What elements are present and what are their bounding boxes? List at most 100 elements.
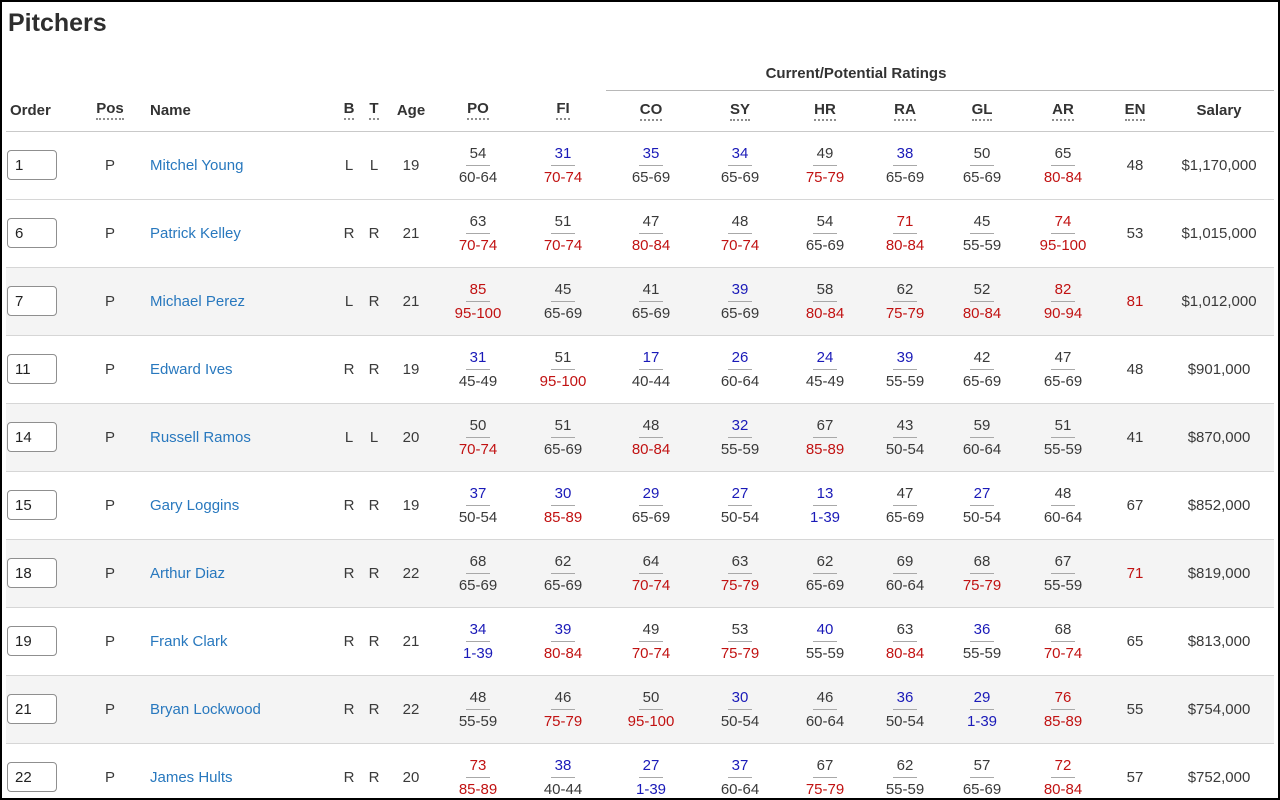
bats-cell: R bbox=[336, 471, 362, 540]
order-input[interactable] bbox=[7, 626, 57, 656]
column-header-salary[interactable]: Salary bbox=[1164, 90, 1275, 132]
current-rating: 30 bbox=[728, 689, 752, 710]
throws-cell: R bbox=[362, 471, 386, 540]
current-rating: 74 bbox=[1051, 213, 1075, 234]
player-name-link[interactable]: Mitchel Young bbox=[150, 156, 244, 174]
potential-rating: 65-69 bbox=[805, 236, 845, 254]
rating-cell-co: 64 70-74 bbox=[606, 539, 696, 608]
order-input[interactable] bbox=[7, 422, 57, 452]
potential-rating: 65-69 bbox=[631, 508, 671, 526]
potential-rating: 50-54 bbox=[458, 508, 498, 526]
potential-rating: 65-69 bbox=[1043, 372, 1083, 390]
order-input[interactable] bbox=[7, 490, 57, 520]
age-cell: 21 bbox=[386, 199, 436, 268]
column-header-pos[interactable]: Pos bbox=[90, 90, 130, 132]
player-name-link[interactable]: Gary Loggins bbox=[150, 496, 240, 514]
current-rating: 52 bbox=[970, 281, 994, 302]
column-header-hr[interactable]: HR bbox=[784, 90, 866, 132]
current-rating: 68 bbox=[1051, 621, 1075, 642]
rating-cell-sy: 27 50-54 bbox=[696, 471, 784, 540]
column-header-en[interactable]: EN bbox=[1106, 90, 1165, 132]
current-rating: 68 bbox=[970, 553, 994, 574]
column-header-label: AR bbox=[1052, 101, 1074, 121]
column-header-b[interactable]: B bbox=[336, 90, 362, 132]
column-header-po[interactable]: PO bbox=[436, 90, 520, 132]
player-name-link[interactable]: Patrick Kelley bbox=[150, 224, 241, 242]
current-rating: 27 bbox=[639, 757, 663, 778]
column-header-fi[interactable]: FI bbox=[520, 90, 606, 132]
potential-rating: 65-69 bbox=[720, 168, 760, 186]
player-name-link[interactable]: Russell Ramos bbox=[150, 428, 251, 446]
throws-cell: R bbox=[362, 743, 386, 798]
order-input[interactable] bbox=[7, 762, 57, 792]
column-header-co[interactable]: CO bbox=[606, 90, 696, 132]
current-rating: 34 bbox=[728, 145, 752, 166]
column-header-ar[interactable]: AR bbox=[1020, 90, 1107, 132]
rating-cell-ar: 72 80-84 bbox=[1020, 743, 1107, 798]
rating-cell-po: 37 50-54 bbox=[436, 471, 520, 540]
current-rating: 58 bbox=[813, 281, 837, 302]
order-input[interactable] bbox=[7, 354, 57, 384]
potential-rating: 50-54 bbox=[885, 440, 925, 458]
potential-rating: 80-84 bbox=[885, 236, 925, 254]
player-name-link[interactable]: James Hults bbox=[150, 768, 233, 786]
current-rating: 47 bbox=[639, 213, 663, 234]
rating-cell-sy: 32 55-59 bbox=[696, 403, 784, 472]
column-header-label: CO bbox=[639, 101, 663, 121]
player-name-link[interactable]: Michael Perez bbox=[150, 292, 246, 310]
rating-cell-sy: 26 60-64 bbox=[696, 335, 784, 404]
player-name-link[interactable]: Edward Ives bbox=[150, 360, 233, 378]
page-title: Pitchers bbox=[8, 9, 107, 37]
order-input[interactable] bbox=[7, 286, 57, 316]
name-cell: Michael Perez bbox=[130, 267, 336, 336]
column-header-sy[interactable]: SY bbox=[696, 90, 784, 132]
order-input[interactable] bbox=[7, 558, 57, 588]
current-rating: 49 bbox=[813, 145, 837, 166]
current-rating: 37 bbox=[728, 757, 752, 778]
potential-rating: 55-59 bbox=[1043, 576, 1083, 594]
column-header-order[interactable]: Order bbox=[6, 90, 90, 132]
current-rating: 71 bbox=[893, 213, 917, 234]
position-cell: P bbox=[90, 199, 130, 268]
column-header-t[interactable]: T bbox=[362, 90, 386, 132]
player-name-link[interactable]: Bryan Lockwood bbox=[150, 700, 261, 718]
rating-cell-hr: 54 65-69 bbox=[784, 199, 866, 268]
potential-rating: 45-49 bbox=[805, 372, 845, 390]
salary-cell: $1,170,000 bbox=[1164, 131, 1275, 200]
player-name-link[interactable]: Arthur Diaz bbox=[150, 564, 226, 582]
rating-cell-gl: 57 65-69 bbox=[944, 743, 1020, 798]
rating-cell-fi: 39 80-84 bbox=[520, 607, 606, 676]
potential-rating: 45-49 bbox=[458, 372, 498, 390]
throws-cell: R bbox=[362, 539, 386, 608]
age-cell: 19 bbox=[386, 471, 436, 540]
column-header-label: GL bbox=[971, 101, 993, 121]
bats-cell: R bbox=[336, 607, 362, 676]
endurance-cell: 55 bbox=[1106, 675, 1165, 744]
column-header-age[interactable]: Age bbox=[386, 90, 436, 132]
column-header-name[interactable]: Name bbox=[130, 90, 336, 132]
order-input[interactable] bbox=[7, 694, 57, 724]
current-rating: 42 bbox=[970, 349, 994, 370]
endurance-value: 81 bbox=[1126, 292, 1144, 310]
column-header-gl[interactable]: GL bbox=[944, 90, 1020, 132]
potential-rating: 60-64 bbox=[720, 372, 760, 390]
bats-cell: L bbox=[336, 131, 362, 200]
potential-rating: 55-59 bbox=[1043, 440, 1083, 458]
player-name-link[interactable]: Frank Clark bbox=[150, 632, 228, 650]
column-header-label: SY bbox=[729, 101, 750, 121]
column-header-ra[interactable]: RA bbox=[866, 90, 944, 132]
order-input[interactable] bbox=[7, 150, 57, 180]
order-cell bbox=[6, 267, 90, 336]
name-cell: Frank Clark bbox=[130, 607, 336, 676]
potential-rating: 70-74 bbox=[720, 236, 760, 254]
potential-rating: 75-79 bbox=[885, 304, 925, 322]
current-rating: 37 bbox=[466, 485, 490, 506]
order-input[interactable] bbox=[7, 218, 57, 248]
current-rating: 67 bbox=[813, 757, 837, 778]
rating-cell-po: 68 65-69 bbox=[436, 539, 520, 608]
current-rating: 48 bbox=[639, 417, 663, 438]
current-rating: 29 bbox=[639, 485, 663, 506]
